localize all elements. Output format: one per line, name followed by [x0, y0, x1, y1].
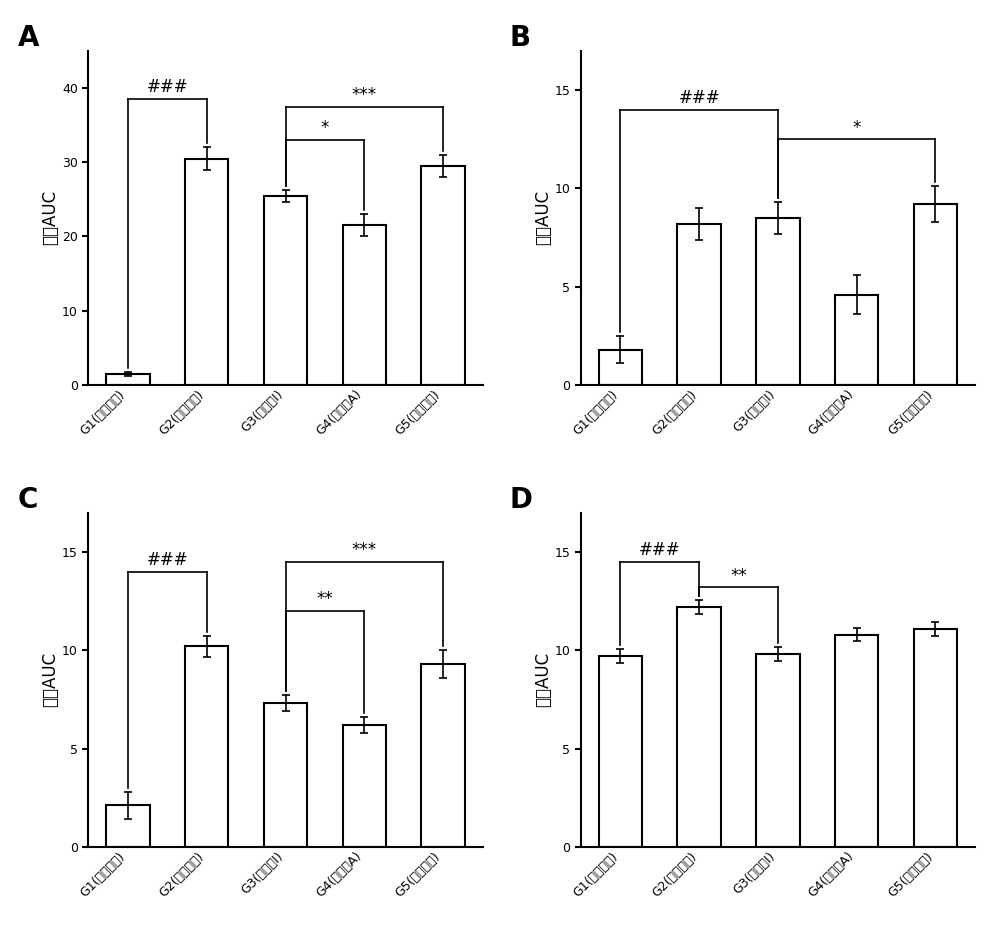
Bar [264, 703, 307, 846]
Y-axis label: 评分AUC: 评分AUC [41, 652, 59, 708]
Bar [421, 664, 465, 846]
Text: B: B [510, 24, 531, 52]
Text: D: D [510, 486, 533, 514]
Y-axis label: 评分AUC: 评分AUC [41, 191, 59, 245]
Text: ###: ### [147, 551, 188, 569]
Bar [756, 218, 800, 385]
Bar [914, 204, 957, 385]
Text: *: * [321, 119, 329, 137]
Bar [185, 158, 228, 385]
Text: ###: ### [147, 79, 188, 96]
Text: ###: ### [639, 541, 681, 559]
Text: ***: *** [352, 86, 377, 104]
Text: ***: *** [352, 541, 377, 559]
Text: ###: ### [678, 89, 720, 107]
Bar [914, 629, 957, 846]
Bar [599, 656, 642, 846]
Bar [185, 647, 228, 846]
Bar [343, 725, 386, 846]
Text: A: A [17, 24, 39, 52]
Y-axis label: 评分AUC: 评分AUC [534, 191, 552, 245]
Bar [106, 806, 150, 846]
Text: C: C [17, 486, 38, 514]
Text: *: * [852, 118, 861, 137]
Bar [677, 224, 721, 385]
Text: **: ** [730, 567, 747, 585]
Bar [756, 654, 800, 846]
Bar [835, 635, 878, 846]
Bar [421, 166, 465, 385]
Bar [106, 374, 150, 385]
Text: **: ** [317, 590, 333, 609]
Y-axis label: 评分AUC: 评分AUC [534, 652, 552, 708]
Bar [599, 350, 642, 385]
Bar [835, 294, 878, 385]
Bar [343, 226, 386, 385]
Bar [264, 196, 307, 385]
Bar [677, 607, 721, 846]
